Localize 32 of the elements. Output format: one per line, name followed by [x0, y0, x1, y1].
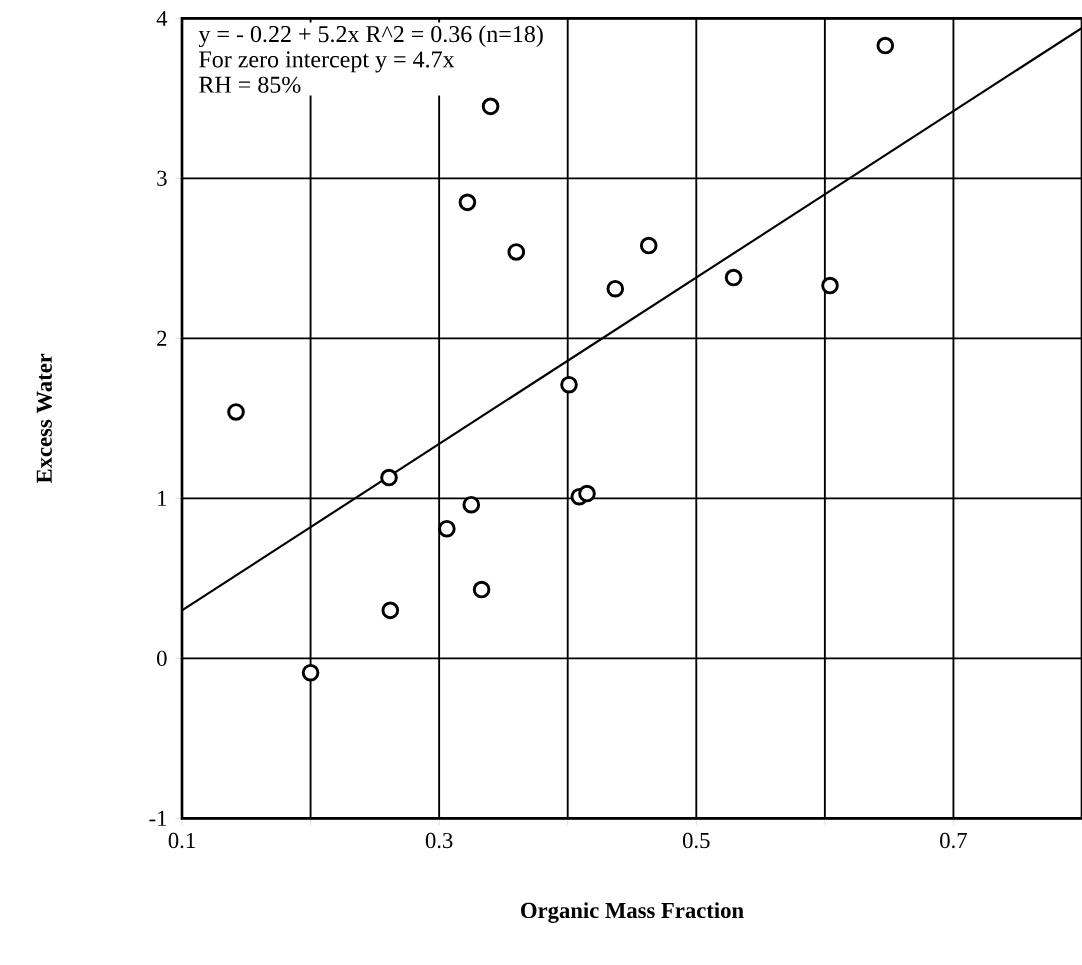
x-tick-label: 0.5 [682, 832, 710, 849]
point [472, 580, 491, 599]
point [381, 601, 400, 620]
point [438, 519, 456, 538]
y-tick-label: 0 [157, 650, 167, 666]
point [724, 268, 743, 287]
point [380, 468, 398, 487]
point [227, 403, 245, 421]
y-tick-label: -1 [149, 810, 167, 826]
y-tick-label: 1 [158, 490, 167, 506]
point [462, 495, 481, 514]
annotation: RH = 85% [199, 76, 301, 93]
point [821, 276, 839, 295]
point [481, 97, 500, 116]
annotation: y = - 0.22 + 5.2x R^2 = 0.36 (n=18) [198, 25, 543, 48]
point [876, 36, 895, 55]
x-tick-label: 0.3 [425, 832, 453, 849]
x-tick-label: 0.1 [168, 832, 195, 849]
point [507, 243, 526, 261]
point [639, 236, 658, 255]
point [301, 663, 320, 682]
annotation: For zero intercept y = 4.7x [199, 51, 455, 73]
point [560, 375, 578, 394]
y-tick-label: 3 [157, 170, 167, 186]
point [578, 484, 596, 503]
x-axis-title: Organic Mass Fraction [521, 902, 744, 923]
y-tick-label: 2 [157, 330, 167, 346]
y-axis-title: Excess Water [36, 353, 52, 484]
point [606, 279, 625, 298]
point [458, 193, 477, 212]
y-tick-label: 4 [156, 10, 168, 26]
x-tick-label: 0.7 [940, 832, 967, 849]
